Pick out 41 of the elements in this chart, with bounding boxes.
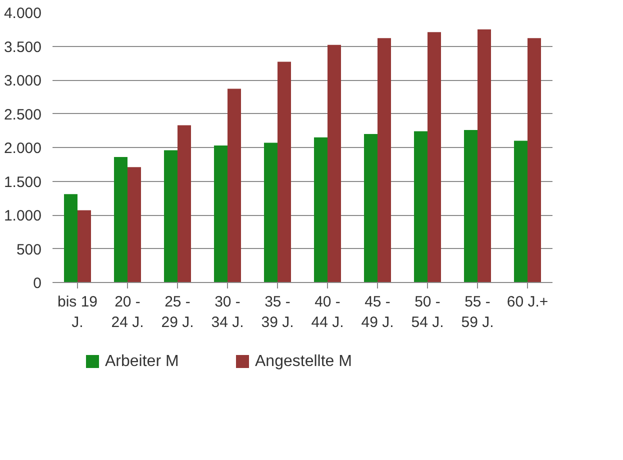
legend-label: Arbeiter M [105,353,179,370]
x-tick-label: 55 - 59 J. [461,294,494,331]
bar [514,140,528,282]
x-tick-label: 25 - 29 J. [161,294,194,331]
x-tick-label: 45 - 49 J. [361,294,394,331]
y-tick-label: 3.500 [4,38,42,56]
bar [214,145,228,282]
bar [528,38,541,282]
bar [64,194,78,282]
bar [328,44,341,282]
bar [464,130,478,282]
bar [128,167,141,282]
y-tick-label: 4.000 [4,5,42,22]
y-tick-label: 1.000 [4,208,42,224]
legend-label: Angestellte M [255,353,352,370]
y-tick-label: 2.000 [4,140,42,157]
bar [428,32,441,282]
x-tick-label: 30 - 34 J. [211,294,244,331]
y-tick-label: 1.500 [4,174,42,191]
x-tick-label: 20 - 24 J. [111,294,144,331]
bar [364,134,378,282]
bar [314,137,328,282]
bar [78,210,91,282]
bar [114,156,128,282]
x-tick-label: 50 - 54 J. [411,294,444,331]
bar [164,150,178,282]
x-tick-label: 40 - 44 J. [311,294,344,331]
bar [414,131,428,282]
bar [278,62,291,282]
bar [478,29,491,282]
bar [228,88,241,282]
bar [264,142,278,282]
y-tick-label: 0 [33,275,42,292]
y-tick-label: 3.000 [4,72,42,90]
y-tick-label: 2.500 [4,106,42,124]
x-tick-label: 60 J.+ [506,294,548,310]
x-tick-label: bis 19 J. [57,294,98,331]
y-tick-label: 500 [16,241,42,258]
bar [378,38,391,282]
x-tick-label: 35 - 39 J. [261,294,294,331]
bar [178,125,191,282]
